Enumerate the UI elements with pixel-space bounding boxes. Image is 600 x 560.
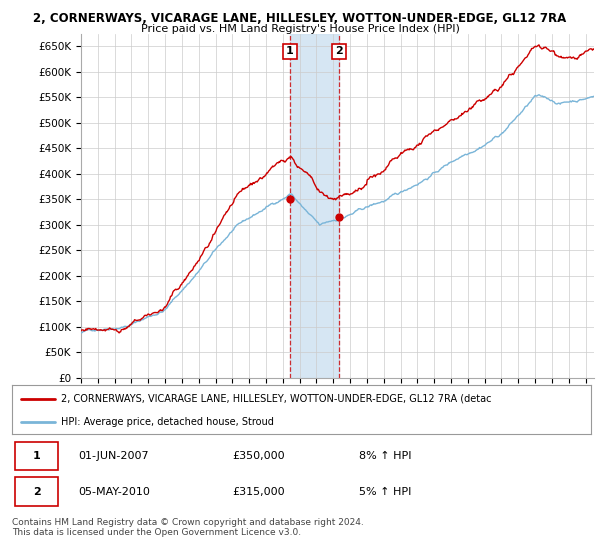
Text: £315,000: £315,000 xyxy=(232,487,284,497)
Text: 8% ↑ HPI: 8% ↑ HPI xyxy=(359,451,412,461)
Text: 05-MAY-2010: 05-MAY-2010 xyxy=(79,487,151,497)
FancyBboxPatch shape xyxy=(15,477,58,506)
Text: £350,000: £350,000 xyxy=(232,451,284,461)
Text: 2, CORNERWAYS, VICARAGE LANE, HILLESLEY, WOTTON-UNDER-EDGE, GL12 7RA (detac: 2, CORNERWAYS, VICARAGE LANE, HILLESLEY,… xyxy=(61,394,492,404)
Text: 1: 1 xyxy=(33,451,40,461)
Bar xyxy=(290,34,339,378)
Text: 2: 2 xyxy=(33,487,40,497)
Text: 01-JUN-2007: 01-JUN-2007 xyxy=(79,451,149,461)
Text: Contains HM Land Registry data © Crown copyright and database right 2024.
This d: Contains HM Land Registry data © Crown c… xyxy=(12,518,364,538)
Text: 5% ↑ HPI: 5% ↑ HPI xyxy=(359,487,412,497)
FancyBboxPatch shape xyxy=(15,441,58,470)
Text: 2: 2 xyxy=(335,46,343,57)
Text: Price paid vs. HM Land Registry's House Price Index (HPI): Price paid vs. HM Land Registry's House … xyxy=(140,24,460,34)
Text: 1: 1 xyxy=(286,46,294,57)
Text: 2, CORNERWAYS, VICARAGE LANE, HILLESLEY, WOTTON-UNDER-EDGE, GL12 7RA: 2, CORNERWAYS, VICARAGE LANE, HILLESLEY,… xyxy=(34,12,566,25)
Text: HPI: Average price, detached house, Stroud: HPI: Average price, detached house, Stro… xyxy=(61,417,274,427)
